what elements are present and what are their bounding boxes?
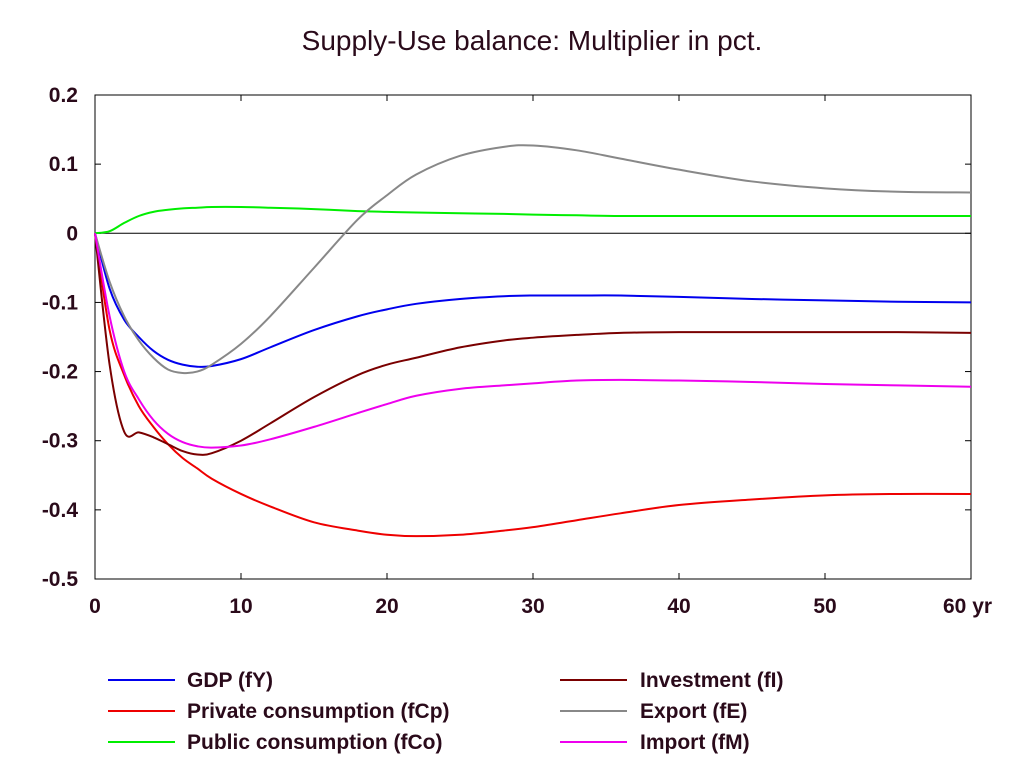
legend-label-4: Export (fE)	[640, 700, 747, 723]
y-tick-label: -0.4	[42, 499, 79, 522]
legend-label-0: GDP (fY)	[187, 669, 273, 692]
x-tick-label: 0	[89, 595, 101, 618]
legend-label-5: Import (fM)	[640, 731, 750, 754]
legend-label-2: Public consumption (fCo)	[187, 731, 442, 754]
x-tick-label: 10	[229, 595, 252, 618]
series-line-4	[94, 144, 972, 375]
series-line-3	[94, 233, 972, 456]
y-tick-label: -0.1	[42, 291, 79, 314]
x-tick-label: 40	[667, 595, 690, 618]
y-tick-label: 0	[66, 222, 78, 245]
x-tick-label: 60 yr	[943, 595, 992, 618]
y-tick-label: -0.2	[42, 361, 78, 384]
axis-ticks: 0.2 0.1 0 -0.1 -0.2 -0.3 -0.4 -0.5 0 10 20 30 40 50 60…	[42, 84, 992, 618]
y-tick-label: -0.3	[42, 430, 78, 453]
series-line-2	[94, 205, 971, 235]
legend-label-1: Private consumption (fCp)	[187, 700, 450, 723]
series-line-5	[94, 233, 972, 449]
legend: GDP (fY) Private consumption (fCp) Public …	[108, 669, 784, 754]
y-tick-label: 0.1	[49, 153, 79, 176]
chart-title: Supply-Use balance: Multiplier in pct.	[302, 25, 763, 56]
y-tick-label: 0.2	[49, 84, 78, 107]
x-tick-label: 30	[521, 595, 544, 618]
x-tick-label: 50	[813, 595, 836, 618]
series-line-0	[94, 233, 972, 368]
legend-label-3: Investment (fI)	[640, 669, 784, 692]
series-lines	[94, 144, 972, 538]
series-line-1	[94, 233, 972, 538]
x-tick-label: 20	[375, 595, 398, 618]
y-tick-label: -0.5	[42, 568, 79, 591]
